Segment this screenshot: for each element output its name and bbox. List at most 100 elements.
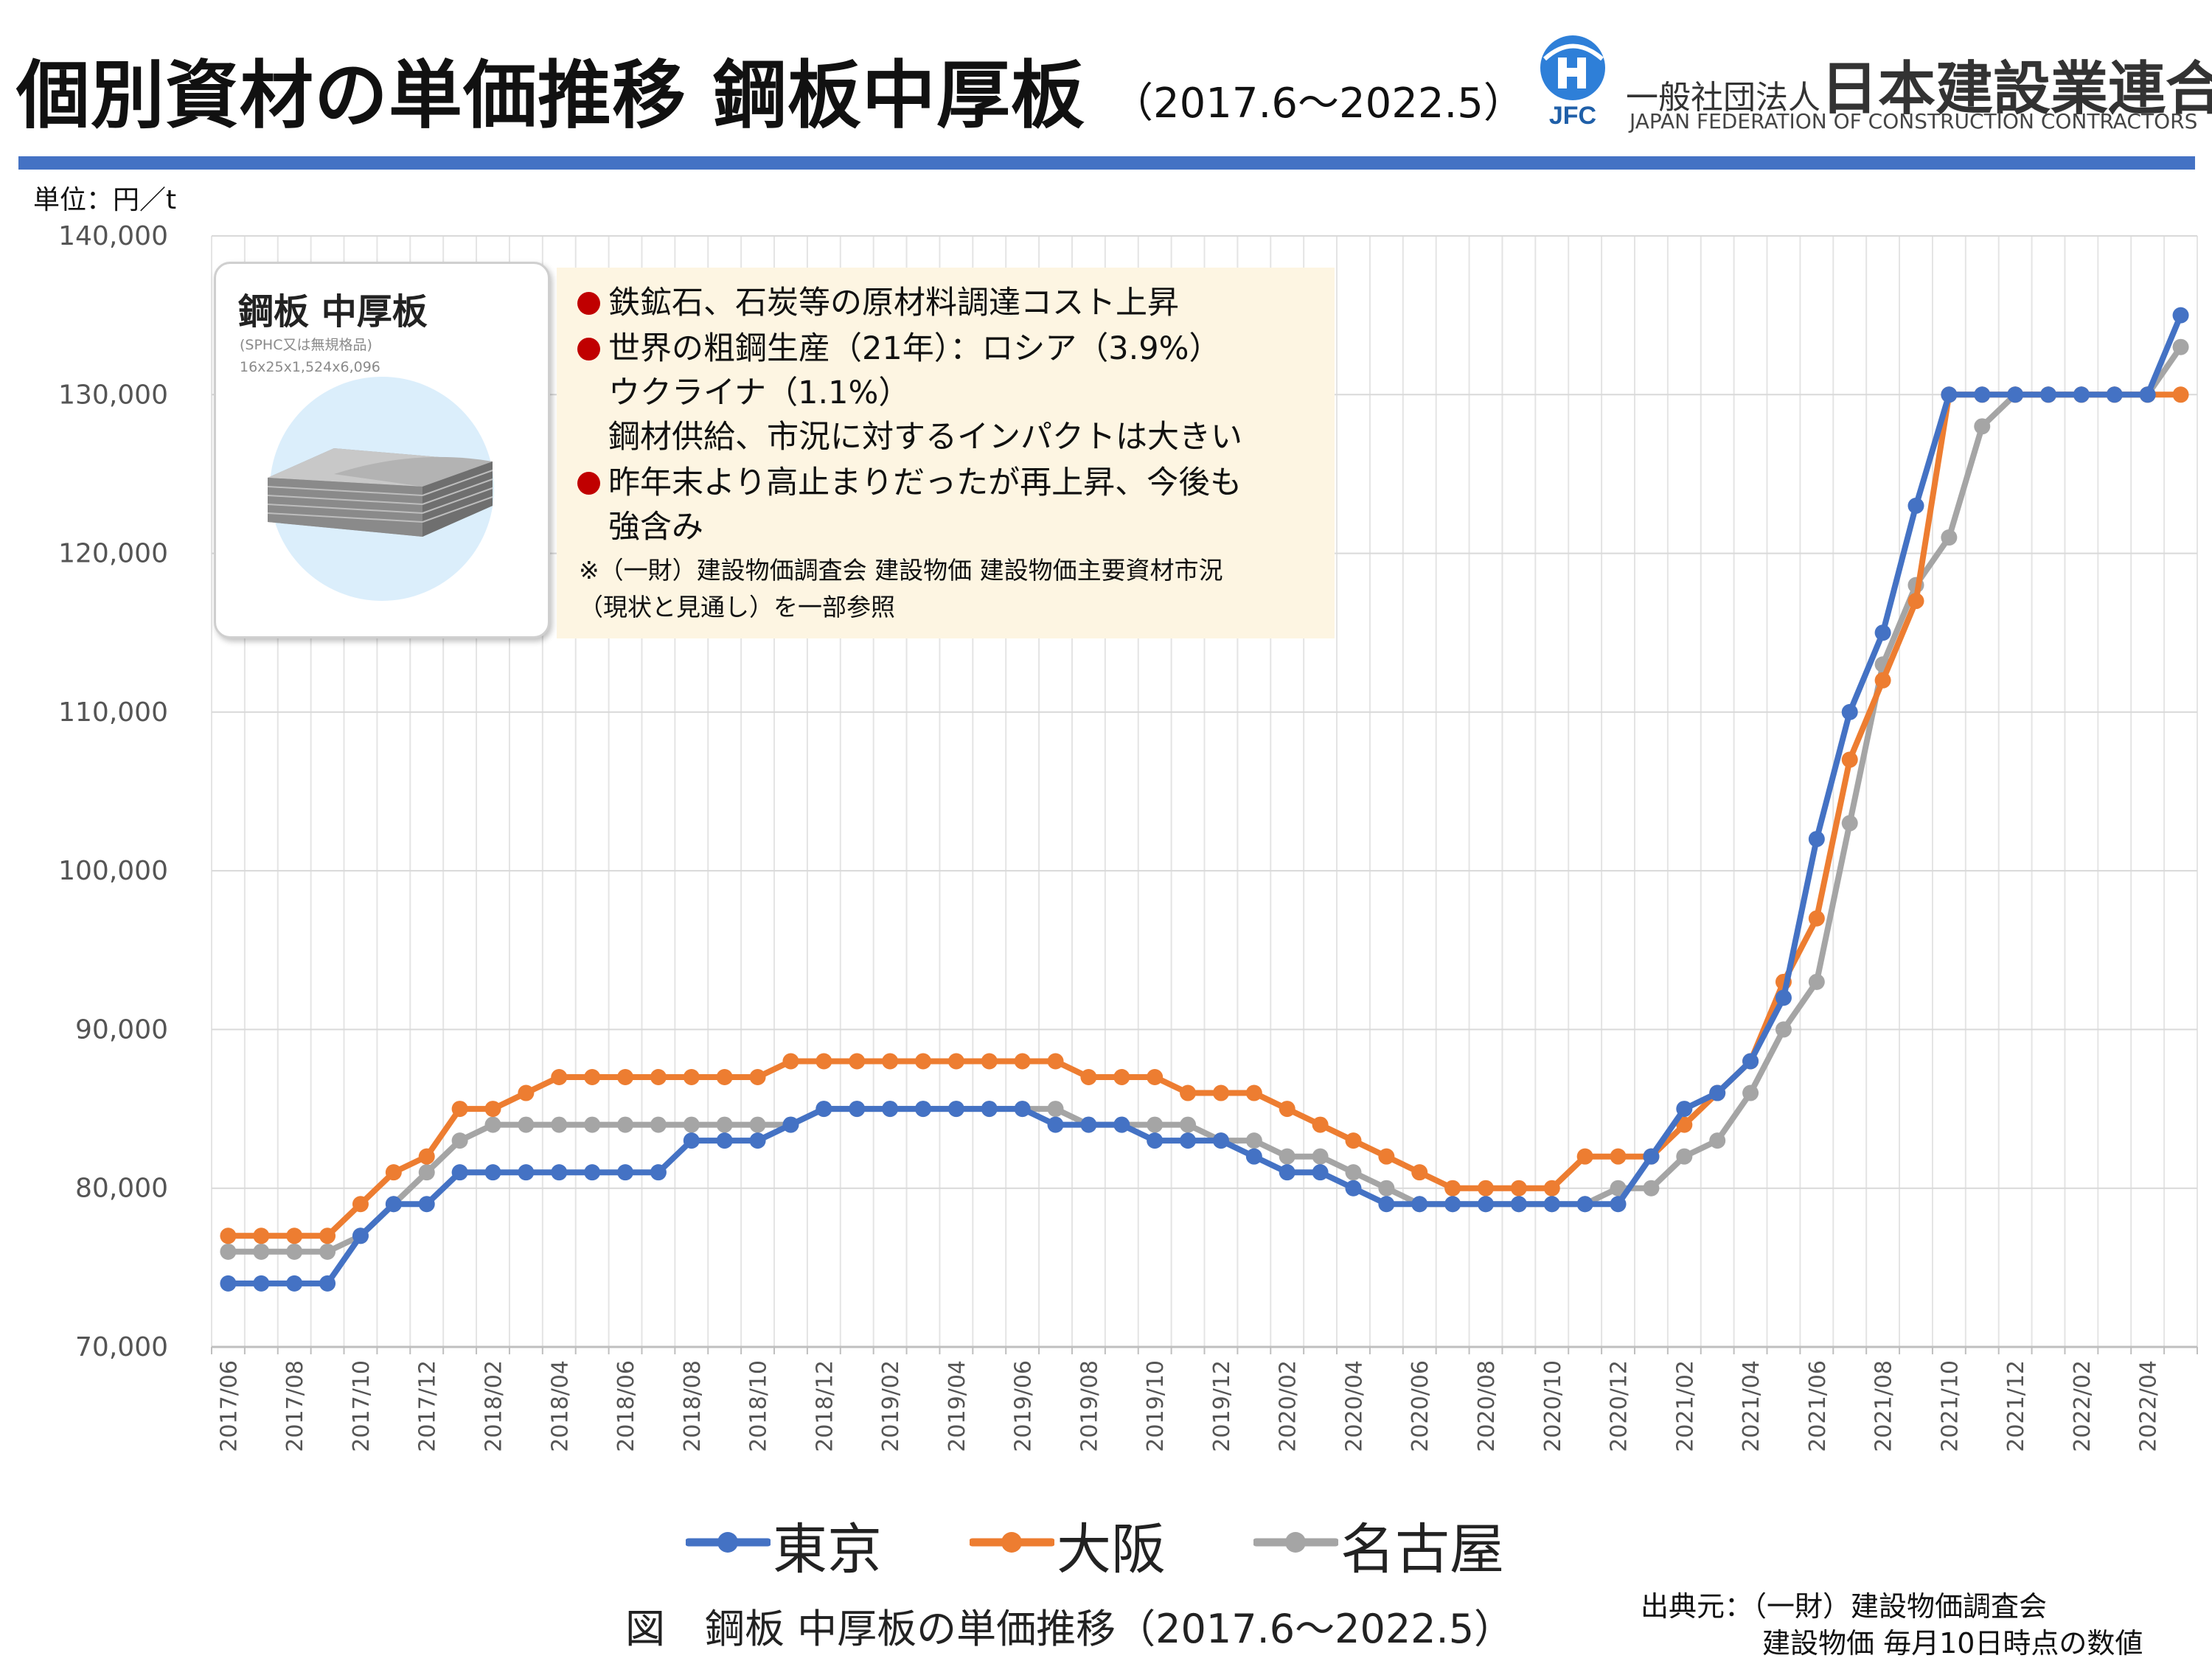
data-point [1047,1101,1064,1118]
data-point [1643,1148,1660,1165]
legend-label: 大阪 [1057,1518,1166,1581]
page-period: （2017.6～2022.5） [1112,80,1525,128]
y-tick-label: 90,000 [75,1014,168,1045]
logo-text: JFC [1549,102,1596,129]
data-point [1113,1116,1130,1133]
data-point [584,1069,601,1086]
card-spec-line2: 16x25x1,524x6,096 [240,359,380,375]
data-point [1610,1196,1627,1213]
data-point [1543,1196,1560,1213]
x-tick-label: 2017/12 [415,1360,441,1452]
legend-item-tokyo: 東京 [684,1504,882,1581]
data-point [2172,338,2189,355]
data-point [286,1275,303,1292]
data-point [749,1069,766,1086]
data-point [1941,529,1958,546]
data-point [1907,593,1924,610]
data-point [914,1101,931,1118]
data-point [1345,1180,1362,1197]
x-tick-label: 2019/10 [1143,1360,1169,1452]
data-point [2073,386,2090,403]
data-point [253,1243,270,1260]
bullet-icon [577,338,600,361]
data-point [2040,386,2057,403]
data-point [1808,973,1825,990]
data-point [1974,386,1991,403]
data-point [1245,1084,1262,1101]
data-point [1709,1084,1726,1101]
data-point [484,1164,501,1181]
x-tick-label: 2019/06 [1011,1360,1037,1452]
x-tick-label: 2021/08 [1871,1360,1897,1452]
data-point [1279,1101,1295,1118]
data-point [1643,1180,1660,1197]
data-point [220,1243,237,1260]
x-tick-label: 2022/04 [2136,1360,2162,1452]
x-axis-ticks: 2017/06 2017/08 2017/10 2017/12 2018/02 2018/… [216,1360,2161,1452]
data-point [451,1101,468,1118]
note-reference: ※（一財）建設物価調査会 建設物価 建設物価主要資材市況 （現状と見通し）を一部… [579,556,1223,621]
y-tick-label: 120,000 [58,539,168,569]
data-point [451,1132,468,1149]
data-point [882,1053,899,1070]
data-point [1180,1116,1197,1133]
data-point [1478,1180,1495,1197]
data-point [518,1164,535,1181]
data-point [319,1243,336,1260]
legend-swatch [1252,1532,1340,1553]
data-point [253,1275,270,1292]
x-tick-label: 2019/08 [1077,1360,1102,1452]
data-point [1808,910,1825,927]
x-tick-label: 2020/04 [1341,1360,1367,1452]
y-tick-label: 110,000 [58,697,168,728]
data-point [220,1228,237,1244]
data-point [2172,307,2189,324]
legend-label: 名古屋 [1340,1518,1504,1581]
x-tick-label: 2022/02 [2070,1360,2096,1452]
data-point [1841,703,1858,720]
data-point [1312,1164,1329,1181]
data-point [1345,1164,1362,1181]
data-point [1874,672,1891,689]
data-point [1742,1084,1759,1101]
chart-legend: 東京 大阪 名古屋 [684,1504,1534,1581]
data-point [1014,1053,1031,1070]
unit-label: 単位：円／t [33,185,176,215]
data-point [716,1069,733,1086]
data-point [1411,1164,1428,1181]
note-item: 世界の粗鋼生産（21年）：ロシア（3.9%） ウクライナ（1.1%） 鋼材供給、… [577,327,1242,459]
data-point [1279,1164,1295,1181]
org-name-en: JAPAN FEDERATION OF CONSTRUCTION CONTRAC… [1630,109,2198,133]
x-tick-label: 2021/02 [1672,1360,1698,1452]
data-point [782,1053,799,1070]
data-point [2139,386,2156,403]
x-tick-label: 2017/10 [349,1360,375,1452]
data-point [1245,1148,1262,1165]
data-point [1080,1069,1097,1086]
data-point [1775,1021,1792,1038]
x-tick-label: 2017/08 [282,1360,308,1452]
card-title: 鋼板 中厚板 [238,291,428,332]
data-point [1874,624,1891,641]
x-tick-label: 2020/08 [1474,1360,1500,1452]
x-tick-label: 2018/06 [613,1360,639,1452]
x-tick-label: 2018/08 [680,1360,706,1452]
jfc-logo-icon: JFC [1540,35,1605,129]
source-line: 建設物価 毎月10日時点の数値 [1762,1627,2143,1660]
data-point [1510,1180,1527,1197]
data-point [683,1132,700,1149]
data-point [1444,1196,1461,1213]
data-point [981,1101,998,1118]
x-tick-label: 2021/10 [1937,1360,1963,1452]
data-point [1676,1148,1693,1165]
data-point [518,1084,535,1101]
data-point [1576,1148,1593,1165]
data-point [1147,1132,1164,1149]
page-title: 個別資材の単価推移 鋼板中厚板 [16,52,1085,139]
legend-item-nagoya: 名古屋 [1252,1504,1504,1581]
data-point [1378,1196,1395,1213]
data-point [882,1101,899,1118]
org-name: 一般社団法人日本建設業連合会 [1626,43,2212,125]
data-point [319,1275,336,1292]
data-point [1180,1084,1197,1101]
